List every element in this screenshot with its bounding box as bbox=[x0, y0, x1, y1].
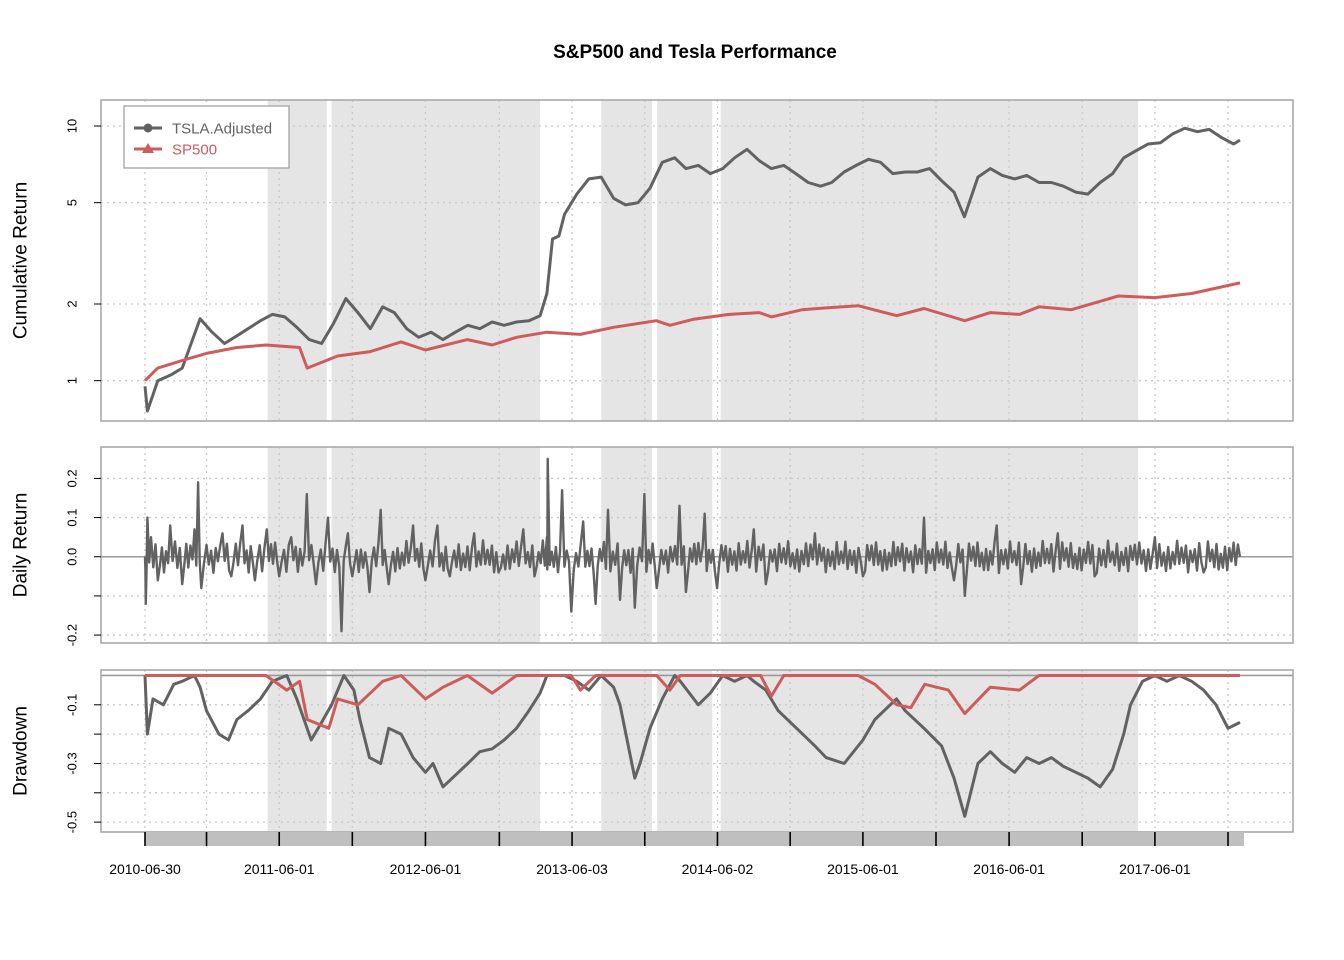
frame-cumulative bbox=[100, 99, 1294, 422]
ytick-label-cumulative-3: 10 bbox=[65, 119, 80, 133]
shade-cumulative-3 bbox=[657, 100, 713, 421]
legend-marker-circle bbox=[143, 123, 153, 133]
ylabel-daily: Daily Return bbox=[11, 493, 32, 598]
ytick-label-cumulative-0: 1 bbox=[65, 377, 80, 384]
ytick-label-daily-2: 0.0 bbox=[65, 548, 80, 566]
xtick-label-3: 2013-06-03 bbox=[536, 861, 608, 877]
shade-drawdown-3 bbox=[657, 670, 713, 832]
series-cumulative-tsla-adjusted bbox=[143, 126, 1241, 413]
xtick-label-7: 2017-06-01 bbox=[1119, 861, 1191, 877]
ytick-label-cumulative-1: 2 bbox=[65, 300, 80, 307]
ylabel-drawdown: Drawdown bbox=[11, 706, 32, 796]
ytick-label-cumulative-2: 5 bbox=[65, 199, 80, 206]
shade-cumulative-1 bbox=[331, 100, 541, 421]
xtick-label-1: 2011-06-01 bbox=[244, 861, 315, 877]
xtick-label-2: 2012-06-01 bbox=[390, 861, 462, 877]
legend-label-0: TSLA.Adjusted bbox=[172, 120, 272, 137]
x-axis-bar bbox=[145, 832, 1244, 846]
shade-daily-1 bbox=[331, 447, 541, 643]
shade-cumulative-2 bbox=[601, 100, 652, 421]
shade-daily-3 bbox=[657, 447, 713, 643]
shade-daily-4 bbox=[720, 447, 1139, 643]
legend-label-1: SP500 bbox=[172, 141, 217, 158]
xtick-label-6: 2016-06-01 bbox=[973, 861, 1045, 877]
legend-marker-triangle bbox=[142, 143, 154, 153]
series-lines bbox=[143, 126, 1242, 818]
ytick-label-drawdown-0: -0.5 bbox=[65, 811, 80, 833]
shade-drawdown-1 bbox=[331, 670, 541, 832]
shade-cumulative-4 bbox=[720, 100, 1139, 421]
series-drawdown-tsla-adjusted bbox=[143, 674, 1241, 818]
shade-drawdown-0 bbox=[267, 670, 327, 832]
chart-title: S&P500 and Tesla Performance bbox=[553, 42, 837, 63]
shade-drawdown-4 bbox=[720, 670, 1139, 832]
ytick-label-daily-3: 0.1 bbox=[65, 509, 80, 527]
xtick-label-4: 2014-06-02 bbox=[682, 861, 754, 877]
legend-box bbox=[123, 105, 290, 169]
xtick-label-5: 2015-06-01 bbox=[827, 861, 899, 877]
ytick-label-drawdown-2: -0.3 bbox=[65, 752, 80, 774]
series-drawdown-sp500 bbox=[145, 674, 1240, 730]
xtick-label-0: 2010-06-30 bbox=[109, 861, 181, 877]
legend: TSLA.Adjusted SP500 bbox=[123, 105, 290, 169]
ytick-label-drawdown-4: -0.1 bbox=[65, 694, 80, 716]
ylabel-cumulative: Cumulative Return bbox=[11, 182, 32, 339]
axes: 1 2 5 10 Cumulative Return -0.2 0.0 0.1 0.2 Daily… bbox=[11, 119, 1244, 877]
shaded-regions bbox=[267, 100, 1139, 832]
series-daily-tsla-adjusted bbox=[143, 457, 1242, 633]
ytick-label-daily-0: -0.2 bbox=[65, 624, 80, 646]
shade-daily-0 bbox=[267, 447, 327, 643]
ytick-label-daily-4: 0.2 bbox=[65, 469, 80, 487]
series-cumulative-sp500 bbox=[143, 281, 1241, 382]
frame-daily bbox=[100, 446, 1294, 644]
